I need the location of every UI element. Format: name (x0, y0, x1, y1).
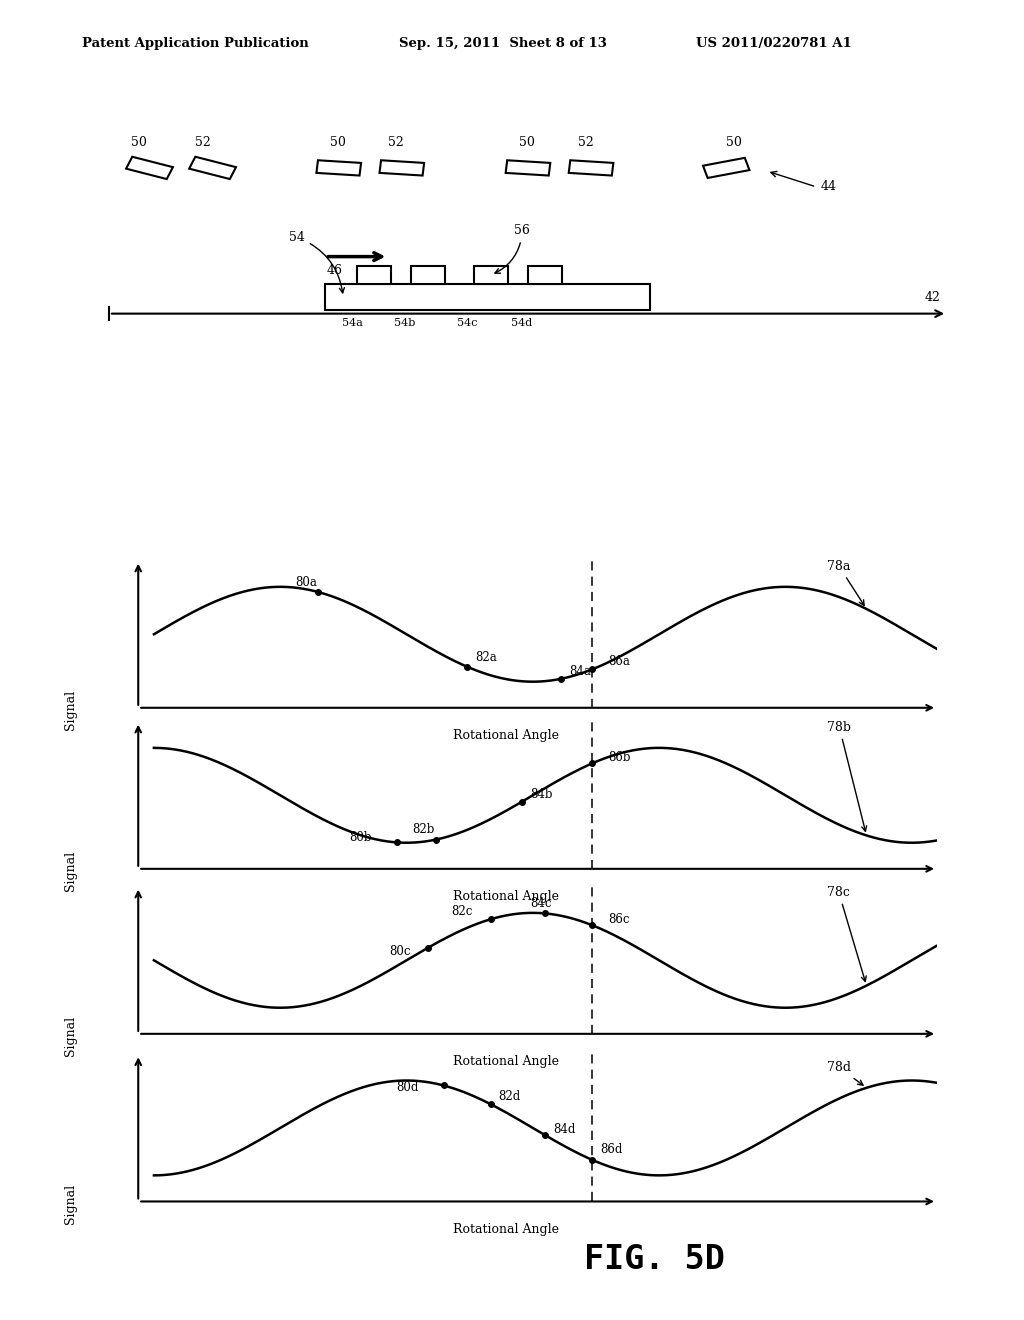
Text: FIG. 5D: FIG. 5D (584, 1243, 725, 1276)
Text: 82a: 82a (475, 651, 497, 664)
Polygon shape (126, 157, 173, 180)
Text: 52: 52 (578, 136, 593, 149)
Polygon shape (703, 158, 750, 178)
Text: 50: 50 (131, 136, 147, 149)
Text: 78c: 78c (827, 886, 866, 982)
Polygon shape (380, 160, 424, 176)
Text: Signal: Signal (63, 851, 77, 891)
Text: Sep. 15, 2011  Sheet 8 of 13: Sep. 15, 2011 Sheet 8 of 13 (399, 37, 607, 50)
Bar (326, 284, 649, 310)
Text: Rotational Angle: Rotational Angle (454, 890, 559, 903)
Text: 54c: 54c (458, 318, 478, 329)
Text: 78d: 78d (827, 1061, 863, 1085)
Text: 82b: 82b (413, 822, 434, 836)
Text: Rotational Angle: Rotational Angle (454, 1222, 559, 1236)
Text: 78a: 78a (827, 560, 864, 606)
Text: 42: 42 (925, 290, 940, 304)
Text: 84c: 84c (529, 896, 551, 909)
Text: 46: 46 (327, 264, 343, 277)
Text: 54: 54 (289, 231, 344, 293)
Text: 82c: 82c (452, 906, 473, 919)
Bar (411, 267, 445, 284)
Polygon shape (316, 160, 361, 176)
Polygon shape (189, 157, 236, 180)
Text: Signal: Signal (63, 1016, 77, 1056)
Text: 80c: 80c (389, 945, 411, 958)
Bar (528, 267, 562, 284)
Text: 54b: 54b (394, 318, 415, 329)
Text: 84d: 84d (553, 1122, 575, 1135)
Text: 80a: 80a (295, 577, 316, 589)
Text: 52: 52 (195, 136, 210, 149)
Text: 50: 50 (519, 136, 535, 149)
Text: Patent Application Publication: Patent Application Publication (82, 37, 308, 50)
Text: 78b: 78b (827, 721, 866, 832)
Text: 80d: 80d (396, 1081, 419, 1094)
Text: 56: 56 (495, 224, 530, 273)
Text: 54a: 54a (342, 318, 362, 329)
Text: 84a: 84a (569, 665, 591, 678)
Text: Signal: Signal (63, 690, 77, 730)
Polygon shape (568, 160, 613, 176)
Text: 82d: 82d (499, 1090, 520, 1104)
Text: 52: 52 (388, 136, 404, 149)
Polygon shape (506, 160, 550, 176)
Text: 50: 50 (330, 136, 346, 149)
Text: Rotational Angle: Rotational Angle (454, 729, 559, 742)
Bar (356, 267, 391, 284)
Text: 86d: 86d (600, 1143, 623, 1156)
Text: 86b: 86b (608, 751, 631, 764)
Text: Rotational Angle: Rotational Angle (454, 1055, 559, 1068)
Text: 84b: 84b (529, 788, 552, 801)
Bar (474, 267, 508, 284)
Text: 86c: 86c (608, 913, 630, 927)
Text: 50: 50 (726, 136, 742, 149)
Text: 54d: 54d (511, 318, 532, 329)
Text: 86a: 86a (608, 656, 630, 668)
Text: 44: 44 (821, 180, 837, 193)
Text: US 2011/0220781 A1: US 2011/0220781 A1 (696, 37, 852, 50)
Text: Signal: Signal (63, 1184, 77, 1224)
Text: 80b: 80b (349, 832, 372, 845)
